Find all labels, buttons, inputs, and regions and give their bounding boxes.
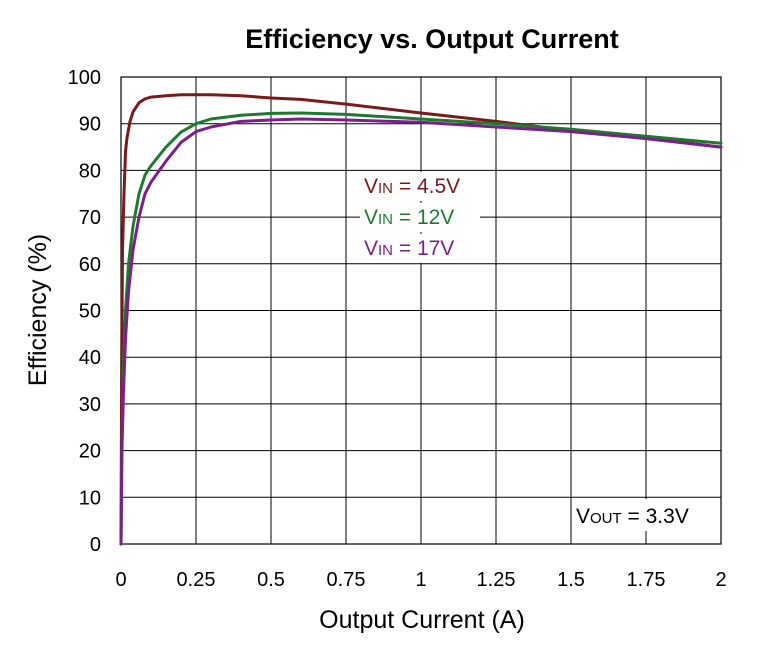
chart-title: Efficiency vs. Output Current <box>245 24 619 54</box>
x-tick-label: 1 <box>415 569 426 591</box>
legend: VIN = 4.5V VIN = 12V VIN = 17V <box>360 172 480 263</box>
y-tick-labels: 0 10 20 30 40 50 60 70 80 90 100 <box>68 67 101 556</box>
y-tick-label: 60 <box>79 254 101 276</box>
x-axis-label: Output Current (A) <box>319 606 525 634</box>
x-tick-label: 0.25 <box>177 569 216 591</box>
y-tick-label: 30 <box>79 394 101 416</box>
vout-annotation: VOUT = 3.3V <box>572 499 716 531</box>
x-tick-labels: 0 0.25 0.5 0.75 1 1.25 1.5 1.75 2 <box>115 569 726 591</box>
vout-label: VOUT = 3.3V <box>576 505 689 528</box>
legend-entry: VIN = 4.5V <box>364 175 460 198</box>
y-tick-label: 0 <box>90 534 101 556</box>
y-axis-label: Efficiency (%) <box>24 234 52 386</box>
x-tick-label: 1.5 <box>557 569 585 591</box>
legend-background <box>360 234 480 263</box>
legend-background <box>360 203 480 232</box>
series-line-1 <box>119 93 723 546</box>
y-tick-label: 20 <box>79 441 101 463</box>
annotation-background <box>572 499 716 531</box>
x-tick-label: 1.75 <box>627 569 666 591</box>
grid <box>120 76 722 545</box>
y-tick-label: 40 <box>79 347 101 369</box>
x-tick-label: 0.5 <box>257 569 285 591</box>
legend-background <box>360 172 480 201</box>
legend-entry: VIN = 17V <box>364 237 454 260</box>
x-tick-label: 1.25 <box>477 569 516 591</box>
series-line-3 <box>119 117 723 546</box>
legend-entry: VIN = 12V <box>364 206 454 229</box>
y-tick-label: 70 <box>79 207 101 229</box>
x-tick-label: 0.75 <box>327 569 366 591</box>
x-tick-label: 2 <box>715 569 726 591</box>
y-tick-label: 80 <box>79 160 101 182</box>
y-tick-label: 90 <box>79 114 101 136</box>
x-tick-label: 0 <box>115 569 126 591</box>
y-tick-label: 100 <box>68 67 101 89</box>
series-line-2 <box>119 111 723 546</box>
series-lines <box>119 93 723 546</box>
y-tick-label: 50 <box>79 301 101 323</box>
y-tick-label: 10 <box>79 487 101 509</box>
